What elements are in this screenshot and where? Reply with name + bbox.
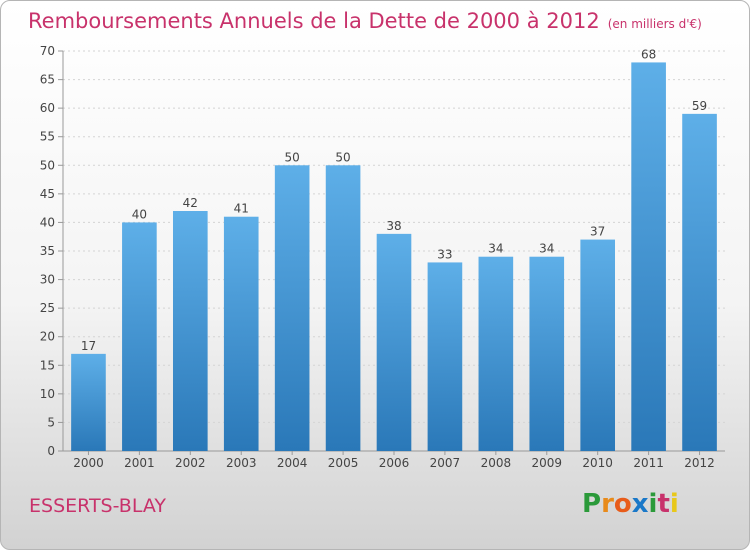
bar-2012: [682, 113, 717, 451]
y-tick-label: 65: [40, 73, 55, 87]
bar-2001: [122, 222, 157, 451]
x-tick-label-2004: 2004: [277, 456, 308, 470]
x-tick-label-2001: 2001: [124, 456, 155, 470]
y-tick-label: 5: [47, 415, 55, 429]
x-tick-label-2007: 2007: [430, 456, 461, 470]
bar-2008: [478, 256, 514, 451]
bar-2011: [631, 62, 666, 452]
y-tick-label: 60: [40, 101, 55, 115]
logo-letter: o: [613, 489, 632, 519]
y-tick-label: 0: [47, 444, 55, 458]
value-label-2012: 59: [692, 99, 707, 113]
logo-letter: x: [631, 489, 649, 519]
logo-letter: r: [601, 489, 614, 519]
x-tick-label-2012: 2012: [684, 456, 715, 470]
bar-2007: [427, 262, 463, 451]
y-tick-label: 25: [40, 301, 55, 315]
bar-2009: [529, 256, 565, 451]
bar-2010: [580, 239, 616, 451]
value-label-2010: 37: [590, 225, 605, 239]
value-label-2003: 41: [234, 202, 249, 216]
bar-2006: [376, 233, 412, 451]
y-tick-label: 20: [40, 330, 55, 344]
logo-letter: i: [648, 489, 658, 519]
value-label-2000: 17: [81, 339, 96, 353]
y-tick-label: 40: [40, 215, 55, 229]
logo-letter: t: [657, 489, 670, 519]
proxiti-logo: Proxiti: [582, 489, 679, 519]
x-tick-label-2005: 2005: [328, 456, 359, 470]
value-label-2006: 38: [386, 219, 401, 233]
bar-2002: [172, 211, 208, 451]
value-label-2001: 40: [132, 207, 147, 221]
value-label-2004: 50: [285, 150, 300, 164]
title-text: Remboursements Annuels de la Dette de 20…: [28, 9, 600, 33]
logo-letter: P: [582, 489, 602, 519]
y-tick-label: 15: [40, 358, 55, 372]
chart-title: Remboursements Annuels de la Dette de 20…: [28, 9, 702, 33]
value-label-2011: 68: [641, 47, 656, 61]
value-label-2002: 42: [183, 196, 198, 210]
x-tick-label-2009: 2009: [531, 456, 562, 470]
y-tick-label: 35: [40, 244, 55, 258]
x-tick-label-2011: 2011: [633, 456, 664, 470]
value-label-2009: 34: [539, 242, 554, 256]
x-tick-label-2008: 2008: [481, 456, 512, 470]
y-tick-label: 70: [40, 44, 55, 58]
location-name: ESSERTS-BLAY: [29, 495, 166, 517]
logo-letter: i: [669, 489, 679, 519]
bar-2005: [325, 165, 361, 452]
x-tick-label-2000: 2000: [73, 456, 104, 470]
unit-label: (en milliers d'€): [607, 17, 702, 31]
y-tick-label: 10: [40, 387, 55, 401]
bar-2003: [223, 216, 259, 451]
value-label-2005: 50: [335, 150, 350, 164]
y-tick-label: 45: [40, 187, 55, 201]
y-tick-label: 50: [40, 158, 55, 172]
x-tick-label-2010: 2010: [582, 456, 613, 470]
value-label-2008: 34: [488, 242, 503, 256]
bar-2000: [71, 353, 106, 451]
y-tick-label: 55: [40, 130, 55, 144]
x-tick-label-2003: 2003: [226, 456, 257, 470]
y-tick-label: 30: [40, 273, 55, 287]
x-tick-label-2002: 2002: [175, 456, 206, 470]
x-tick-label-2006: 2006: [379, 456, 410, 470]
bar-2004: [274, 165, 310, 452]
value-label-2007: 33: [437, 247, 452, 261]
